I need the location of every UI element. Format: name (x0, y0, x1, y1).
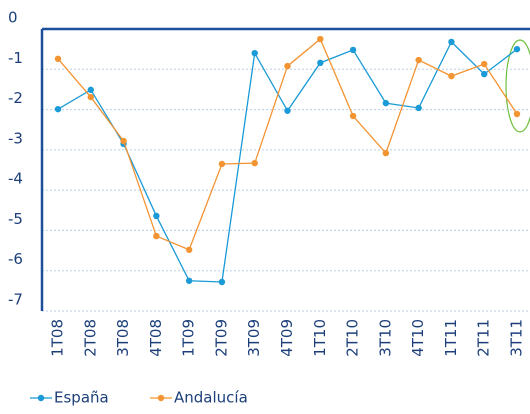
legend-label: España (54, 389, 109, 407)
x-tick-label: 1T11 (442, 319, 460, 357)
x-tick-label: 4T10 (409, 319, 427, 357)
data-point (153, 212, 160, 220)
data-point (185, 246, 193, 253)
x-tick-label: 3T11 (508, 319, 526, 357)
series-line (57, 38, 518, 251)
data-point (120, 137, 127, 145)
data-point (481, 70, 488, 78)
x-tick-label: 4T08 (147, 319, 165, 357)
x-tick-label: 2T09 (212, 319, 230, 357)
highlight-ellipse (505, 39, 530, 133)
y-tick-label: -7 (8, 291, 23, 309)
y-tick-label: -2 (8, 89, 23, 107)
data-point (513, 45, 521, 53)
data-point (317, 59, 324, 67)
data-point (415, 104, 422, 112)
x-tick-label: 4T09 (278, 319, 296, 357)
data-point (87, 86, 94, 94)
series-line (57, 40, 518, 283)
legend-label: Andalucía (174, 389, 248, 407)
x-tick-label: 2T11 (475, 319, 493, 357)
legend-marker (37, 394, 45, 402)
x-tick-label: 1T08 (49, 319, 67, 357)
legend-marker (157, 394, 165, 402)
data-point (218, 160, 226, 168)
y-tick-label: -3 (8, 129, 23, 147)
data-point (87, 93, 94, 101)
data-point (218, 278, 226, 286)
x-tick-label: 1T10 (311, 319, 329, 357)
data-point (251, 159, 258, 167)
x-tick-label: 2T08 (81, 319, 99, 357)
x-tick-label: 3T10 (376, 319, 394, 357)
y-tick-label: -1 (8, 49, 23, 67)
y-tick-label: -5 (8, 210, 23, 228)
y-tick-label: 0 (8, 9, 18, 27)
data-point (54, 55, 62, 63)
data-point (415, 56, 422, 64)
x-tick-label: 1T09 (180, 319, 198, 357)
data-point (513, 110, 521, 118)
y-tick-label: -4 (8, 170, 23, 188)
x-tick-label: 3T09 (245, 319, 263, 357)
data-point (349, 46, 357, 54)
data-point (153, 232, 160, 240)
data-point (284, 107, 291, 114)
data-point (185, 277, 193, 284)
data-point (448, 72, 455, 80)
data-point (481, 60, 488, 68)
data-point (382, 99, 390, 107)
data-point (349, 112, 357, 120)
data-point (284, 62, 291, 70)
data-point (251, 49, 258, 57)
y-tick-label: -6 (8, 250, 23, 268)
data-point (54, 105, 62, 113)
x-tick-label: 2T10 (344, 319, 362, 357)
data-point (317, 35, 324, 43)
x-tick-label: 3T08 (114, 319, 132, 357)
data-point (448, 38, 455, 46)
data-point (382, 149, 390, 157)
